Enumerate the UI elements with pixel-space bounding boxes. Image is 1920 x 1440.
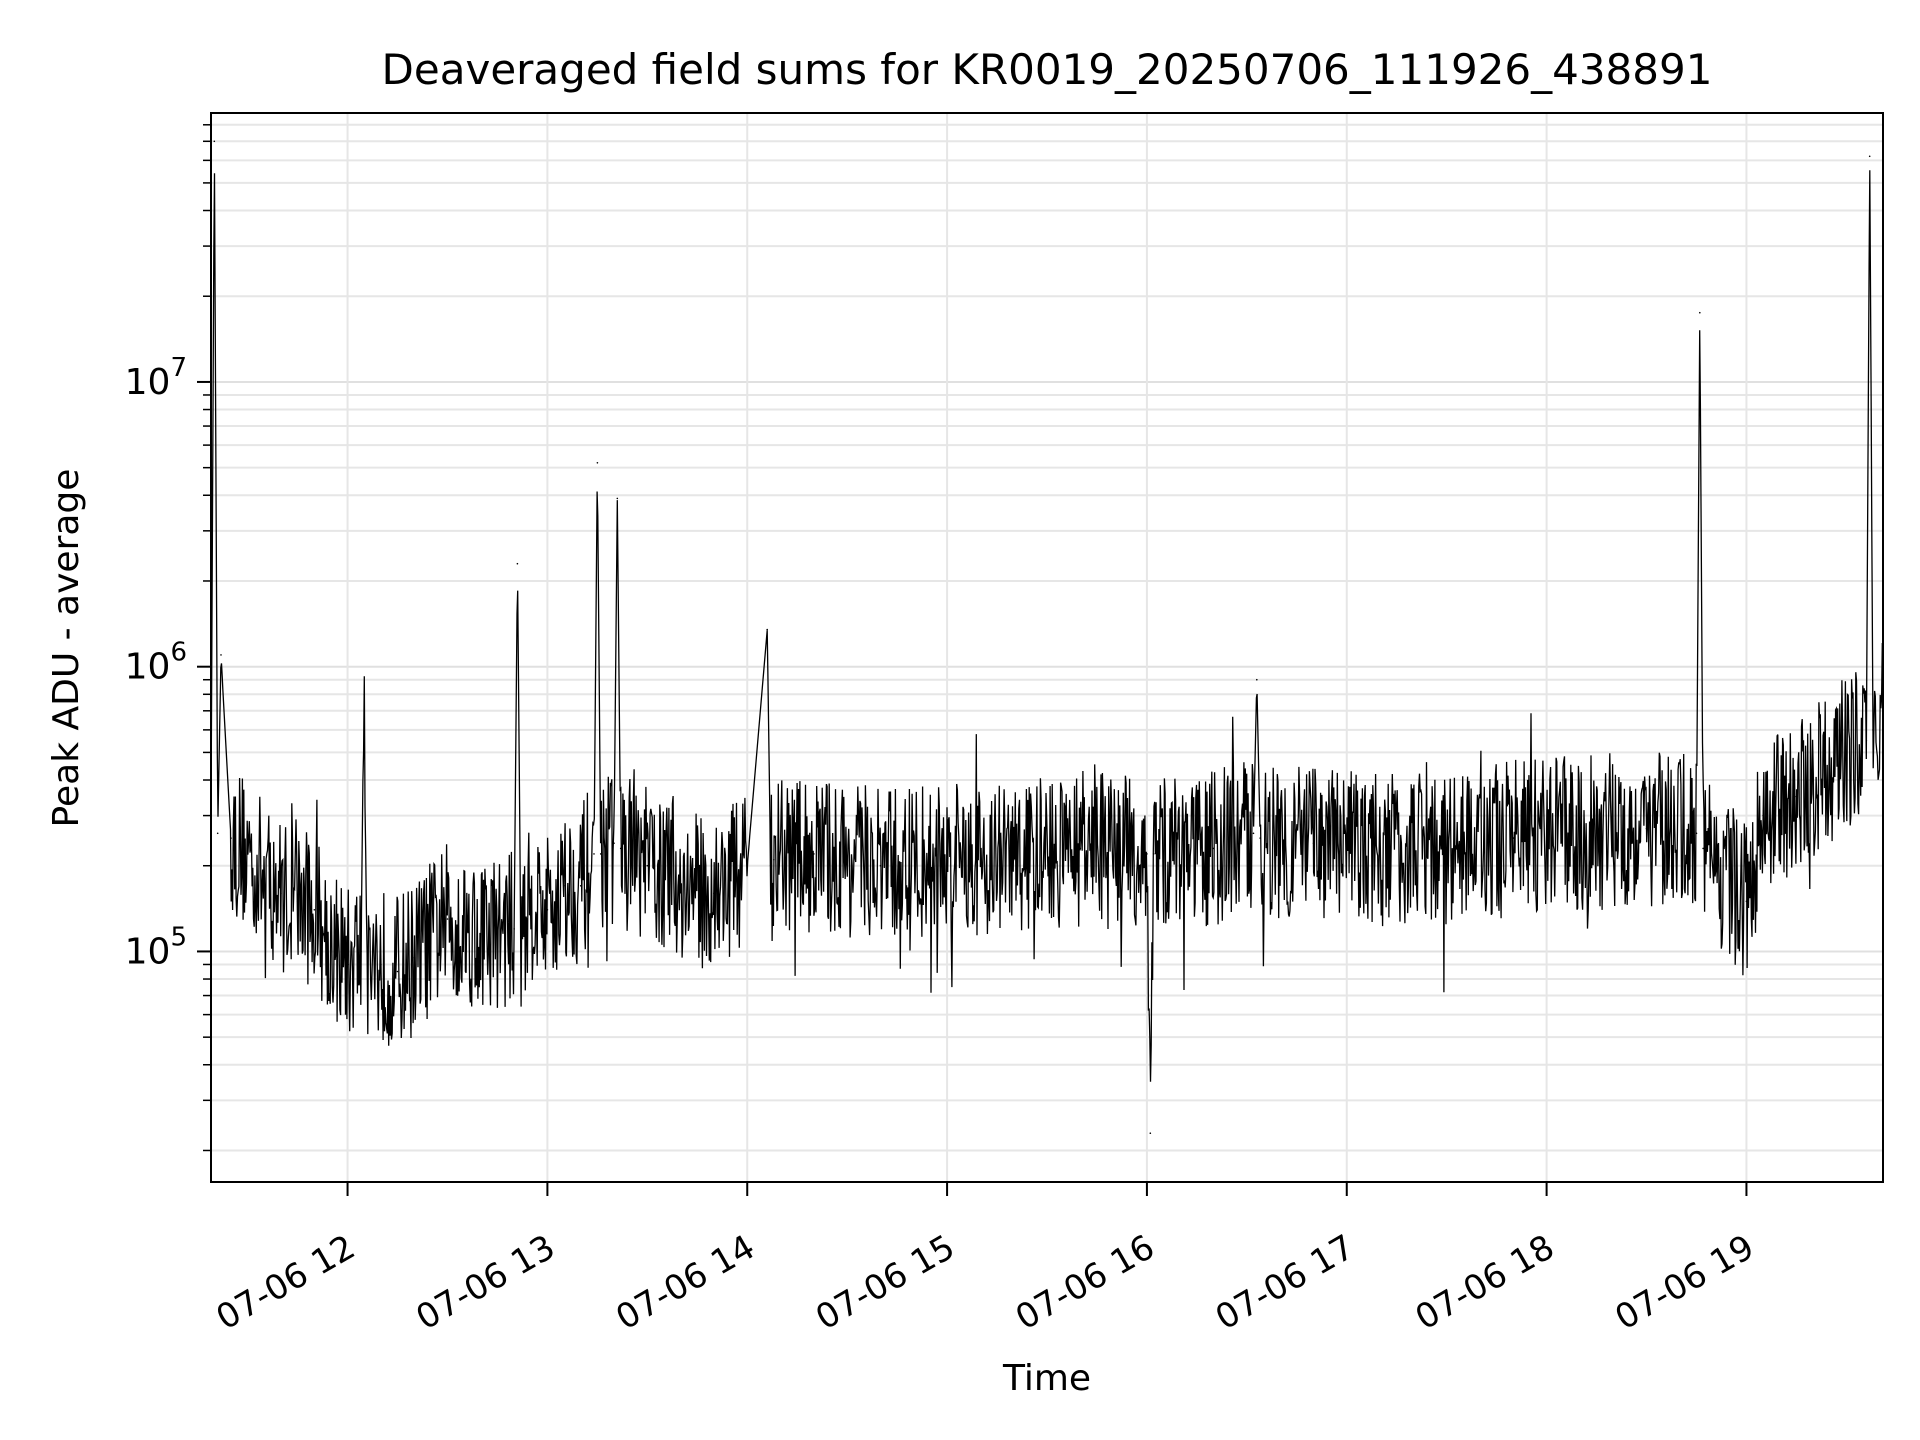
data-line-group — [210, 140, 1884, 1134]
data-point — [1012, 858, 1015, 861]
data-point — [330, 938, 332, 941]
data-point — [1865, 739, 1868, 742]
data-point — [946, 858, 948, 861]
data-point — [1312, 842, 1315, 844]
data-point — [546, 909, 549, 911]
data-point — [1079, 847, 1082, 850]
data-point — [1645, 827, 1648, 830]
data-point — [813, 853, 815, 855]
data-point — [363, 693, 366, 696]
data-point — [480, 933, 482, 935]
data-point — [1252, 832, 1255, 835]
data-point — [1445, 847, 1448, 850]
data-point — [1256, 678, 1258, 681]
data-point — [220, 654, 222, 656]
data-point — [1512, 837, 1515, 839]
data-point — [380, 963, 382, 966]
data-point — [1695, 832, 1698, 835]
data-point — [1212, 847, 1215, 850]
data-point — [346, 963, 349, 966]
data-point — [520, 938, 522, 941]
data-point — [1868, 155, 1871, 158]
data-point — [413, 957, 416, 959]
data-point — [1152, 853, 1155, 855]
data-point — [1699, 311, 1701, 314]
data-point — [516, 562, 519, 565]
data-point — [1379, 847, 1381, 850]
data-point — [263, 878, 266, 880]
data-point — [280, 892, 282, 895]
data-point — [1149, 1132, 1152, 1134]
data-point — [879, 864, 882, 867]
data-point — [746, 864, 748, 867]
data-point — [563, 885, 565, 887]
data-point — [366, 957, 369, 959]
data-point — [246, 853, 249, 855]
data-point — [313, 909, 316, 911]
series-line — [210, 170, 1884, 1082]
data-point — [230, 837, 232, 839]
y-tick-label: 105 — [125, 922, 187, 972]
y-axis-label: Peak ADU - average — [46, 469, 87, 828]
data-point — [616, 497, 619, 500]
data-point — [1762, 814, 1764, 817]
data-point — [766, 628, 768, 631]
data-point — [213, 140, 216, 143]
data-point — [773, 858, 775, 861]
data-point — [1146, 853, 1148, 855]
data-point — [646, 864, 649, 867]
y-tick-label: 106 — [125, 638, 187, 688]
chart-title: Deaveraged field sums for KR0019_2025070… — [382, 45, 1713, 94]
data-point — [599, 853, 602, 855]
data-point — [529, 900, 532, 903]
data-point — [296, 900, 299, 903]
data-point — [1745, 900, 1748, 903]
data-point — [579, 885, 582, 887]
plot-frame — [210, 112, 1884, 1183]
data-point — [596, 462, 599, 464]
data-point — [613, 842, 615, 844]
y-tick-label: 107 — [125, 353, 187, 403]
data-point — [1845, 751, 1848, 754]
data-point — [1795, 795, 1798, 798]
data-point — [1872, 729, 1874, 731]
x-axis-label: Time — [1002, 1358, 1091, 1399]
data-point — [769, 864, 772, 867]
data-point — [679, 885, 682, 887]
data-point — [1702, 847, 1704, 850]
data-point — [446, 918, 449, 920]
data-point — [713, 892, 715, 895]
data-point — [513, 928, 515, 930]
data-point — [396, 970, 399, 973]
data-point — [1259, 837, 1261, 839]
data-point — [216, 832, 219, 835]
data-point — [619, 847, 622, 850]
data-point — [593, 853, 595, 855]
data-point — [360, 950, 362, 953]
data-point — [1579, 832, 1581, 835]
